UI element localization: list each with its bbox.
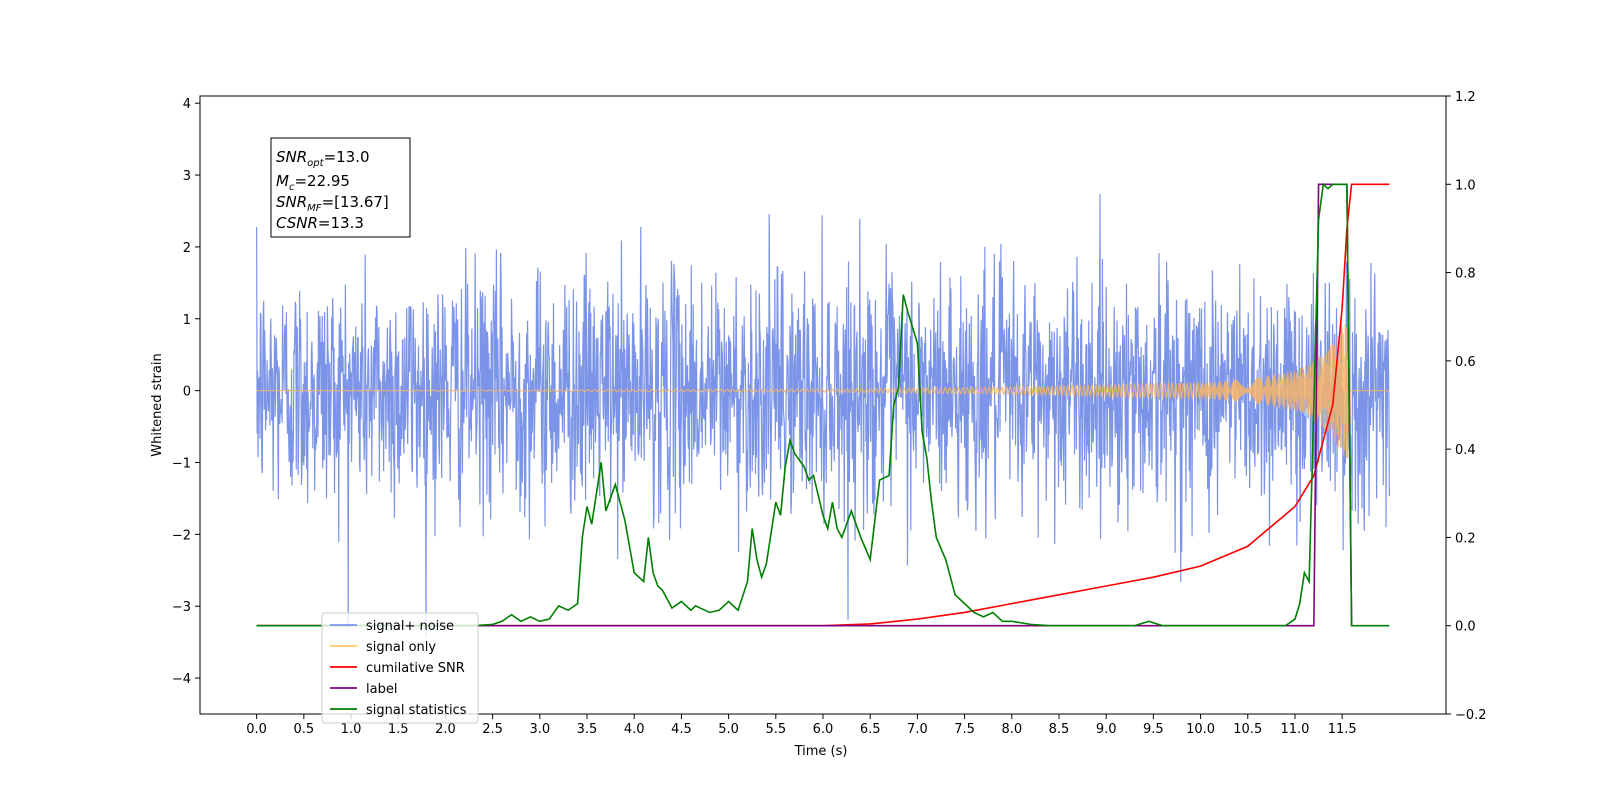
x-tick-label: 5.0 <box>718 722 739 737</box>
legend: signal+ noise signal only cumilative SNR la… <box>321 612 479 724</box>
y-tick-label: 0 <box>183 385 191 400</box>
x-tick-label: 6.0 <box>813 722 834 737</box>
series-cumulative-snr <box>256 183 1390 627</box>
x-axis-ticks: 0.0 0.5 1.0 1.5 2.0 2.5 3.0 3.5 4.0 4.5 5.0 5.5 6.0 6… <box>246 714 1357 737</box>
series-signal-noise <box>256 194 1390 639</box>
series-signal-statistics <box>256 182 1390 627</box>
legend-entry: signal statistics <box>366 703 467 718</box>
x-tick-label: 4.5 <box>671 722 692 737</box>
x-tick-label: 1.5 <box>388 722 409 737</box>
series-layer <box>256 182 1390 639</box>
x-tick-label: 8.0 <box>1001 722 1022 737</box>
legend-entry: cumilative SNR <box>366 661 465 676</box>
x-tick-label: 3.5 <box>577 722 598 737</box>
x-tick-label: 0.5 <box>293 722 314 737</box>
annotation-box: SNRopt=13.0 Mc=22.95 SNRMF=[13.67] CSNR=… <box>270 137 411 238</box>
legend-entry: signal only <box>366 640 436 655</box>
x-tick-label: 3.0 <box>529 722 550 737</box>
annotation-snr-mf: SNRMF=[13.67] <box>276 193 389 214</box>
y-tick-label: −2 <box>172 528 191 543</box>
x-tick-label: 7.5 <box>954 722 975 737</box>
x-tick-label: 5.5 <box>765 722 786 737</box>
y2-tick-label: 0.2 <box>1455 531 1476 546</box>
legend-entry: label <box>366 682 397 697</box>
x-tick-label: 10.0 <box>1186 722 1215 737</box>
y2-tick-label: 0.0 <box>1455 620 1476 635</box>
annotation-snr-opt: SNRopt=13.0 <box>276 148 370 169</box>
series-signal-only <box>256 319 1390 459</box>
x-tick-label: 11.0 <box>1280 722 1309 737</box>
y2-tick-label: 1.0 <box>1455 178 1476 193</box>
legend-entry: signal+ noise <box>366 619 454 634</box>
y2-tick-label: −0.2 <box>1455 708 1487 723</box>
y-tick-label: −3 <box>172 600 191 615</box>
x-tick-label: 8.5 <box>1049 722 1070 737</box>
x-tick-label: 6.5 <box>860 722 881 737</box>
x-axis-label: Time (s) <box>794 744 848 759</box>
x-tick-label: 1.0 <box>341 722 362 737</box>
y-axis-label: Whitened strain <box>150 353 165 456</box>
x-tick-label: 0.0 <box>246 722 267 737</box>
x-tick-label: 11.5 <box>1328 722 1357 737</box>
y2-tick-label: 0.4 <box>1455 443 1476 458</box>
y-tick-label: −4 <box>172 672 191 687</box>
x-tick-label: 9.5 <box>1143 722 1164 737</box>
y-tick-label: 2 <box>183 241 191 256</box>
y2-tick-label: 0.6 <box>1455 355 1476 370</box>
x-tick-label: 4.0 <box>624 722 645 737</box>
x-tick-label: 10.5 <box>1233 722 1262 737</box>
y-tick-label: −1 <box>172 456 191 471</box>
x-tick-label: 2.0 <box>435 722 456 737</box>
y-tick-label: 3 <box>183 169 191 184</box>
y-tick-label: 1 <box>183 313 191 328</box>
x-tick-label: 7.0 <box>907 722 928 737</box>
y2-axis-ticks: −0.2 0.0 0.2 0.4 0.6 0.8 1.0 1.2 <box>1446 90 1487 723</box>
y-tick-label: 4 <box>183 97 191 112</box>
x-tick-label: 9.0 <box>1096 722 1117 737</box>
x-tick-label: 2.5 <box>482 722 503 737</box>
y2-tick-label: 0.8 <box>1455 267 1476 282</box>
annotation-mc: Mc=22.95 <box>276 172 350 193</box>
y-axis-ticks: −4 −3 −2 −1 0 1 2 3 4 <box>172 97 200 687</box>
y2-tick-label: 1.2 <box>1455 90 1476 105</box>
annotation-csnr: CSNR=13.3 <box>276 214 364 232</box>
